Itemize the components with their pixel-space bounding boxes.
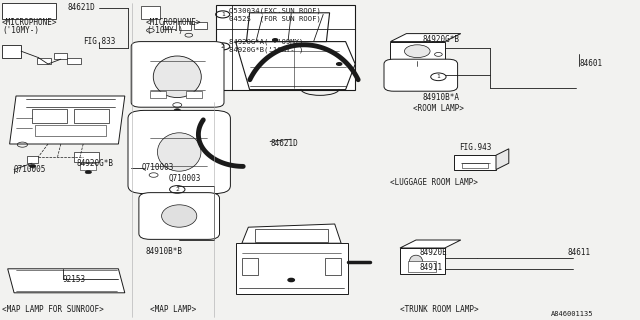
Text: A846001135: A846001135: [550, 311, 593, 316]
Text: Q710003: Q710003: [168, 174, 201, 183]
Polygon shape: [10, 96, 125, 144]
Bar: [67, 58, 81, 64]
Text: 2: 2: [175, 187, 179, 192]
Text: Q710005: Q710005: [14, 165, 47, 174]
Text: <MICROPHONE>: <MICROPHONE>: [146, 18, 202, 27]
FancyBboxPatch shape: [384, 59, 458, 91]
Circle shape: [337, 63, 342, 65]
Polygon shape: [454, 155, 496, 170]
Polygon shape: [246, 13, 330, 42]
Text: <MAP LAMP>: <MAP LAMP>: [150, 305, 196, 314]
Bar: [194, 22, 207, 29]
Bar: [27, 156, 38, 163]
FancyBboxPatch shape: [128, 110, 230, 194]
Text: 84920G*B('10MY- ): 84920G*B('10MY- ): [229, 46, 303, 53]
Ellipse shape: [154, 56, 202, 98]
Polygon shape: [242, 224, 341, 243]
Text: 84601: 84601: [579, 60, 602, 68]
Polygon shape: [496, 149, 509, 170]
Text: <LUGGAGE ROOM LAMP>: <LUGGAGE ROOM LAMP>: [390, 178, 478, 187]
Text: Q530034(EXC.SUN ROOF): Q530034(EXC.SUN ROOF): [229, 8, 321, 14]
Text: FIG.943: FIG.943: [460, 143, 492, 152]
Text: <ROOM LAMP>: <ROOM LAMP>: [413, 104, 463, 113]
FancyBboxPatch shape: [131, 42, 224, 107]
Polygon shape: [400, 248, 445, 274]
Polygon shape: [390, 42, 445, 61]
Bar: [74, 152, 99, 162]
Bar: [255, 229, 328, 242]
Text: ('10MY-): ('10MY-): [146, 26, 183, 35]
Bar: [74, 109, 109, 123]
Bar: [35, 125, 106, 136]
Text: 84920G*B: 84920G*B: [422, 36, 460, 44]
Text: 84910B*B: 84910B*B: [146, 247, 183, 256]
Bar: [462, 163, 488, 168]
Bar: [242, 258, 258, 275]
Text: 2: 2: [221, 44, 225, 49]
Text: <TRUNK ROOM LAMP>: <TRUNK ROOM LAMP>: [400, 305, 479, 314]
Bar: [2, 45, 21, 58]
Bar: [216, 5, 355, 90]
Bar: [325, 258, 341, 275]
Bar: [2, 3, 56, 19]
Polygon shape: [236, 243, 348, 294]
Text: <MICROPHONE>: <MICROPHONE>: [2, 18, 58, 27]
Ellipse shape: [162, 205, 197, 227]
Bar: [150, 91, 166, 98]
Text: 1: 1: [221, 12, 225, 17]
Bar: [141, 6, 160, 19]
Ellipse shape: [410, 255, 422, 266]
Text: FIG.833: FIG.833: [83, 37, 116, 46]
Bar: [54, 53, 67, 59]
Circle shape: [273, 39, 278, 41]
Ellipse shape: [157, 133, 201, 171]
Text: 84621D: 84621D: [270, 139, 298, 148]
Polygon shape: [236, 42, 355, 90]
Text: ('10MY-): ('10MY-): [2, 26, 39, 35]
Text: 84920G*B: 84920G*B: [77, 159, 114, 168]
Polygon shape: [8, 269, 125, 293]
Ellipse shape: [404, 45, 430, 58]
Bar: [80, 163, 96, 170]
Circle shape: [288, 278, 294, 282]
Text: 84920E: 84920E: [419, 248, 447, 257]
Text: 84621D: 84621D: [67, 4, 95, 12]
Circle shape: [174, 109, 180, 112]
Polygon shape: [400, 240, 461, 248]
Text: 92153: 92153: [63, 275, 86, 284]
Text: 84911: 84911: [419, 263, 442, 272]
Bar: [408, 261, 436, 272]
Bar: [37, 58, 51, 64]
Bar: [163, 21, 176, 29]
Bar: [32, 109, 67, 123]
Text: Q710003: Q710003: [142, 163, 175, 172]
Text: 0452S  (FOR SUN ROOF): 0452S (FOR SUN ROOF): [229, 16, 321, 22]
Text: 1: 1: [436, 74, 440, 79]
Text: 84611: 84611: [568, 248, 591, 257]
Bar: [186, 91, 202, 98]
FancyBboxPatch shape: [139, 193, 220, 239]
Text: 84920G*A( -'09MY): 84920G*A( -'09MY): [229, 38, 303, 45]
Text: <MAP LAMP FOR SUNROOF>: <MAP LAMP FOR SUNROOF>: [2, 305, 104, 314]
Polygon shape: [390, 34, 461, 42]
Bar: [179, 21, 191, 30]
Circle shape: [29, 164, 36, 168]
Circle shape: [85, 171, 92, 174]
Text: 84910B*A: 84910B*A: [422, 93, 460, 102]
